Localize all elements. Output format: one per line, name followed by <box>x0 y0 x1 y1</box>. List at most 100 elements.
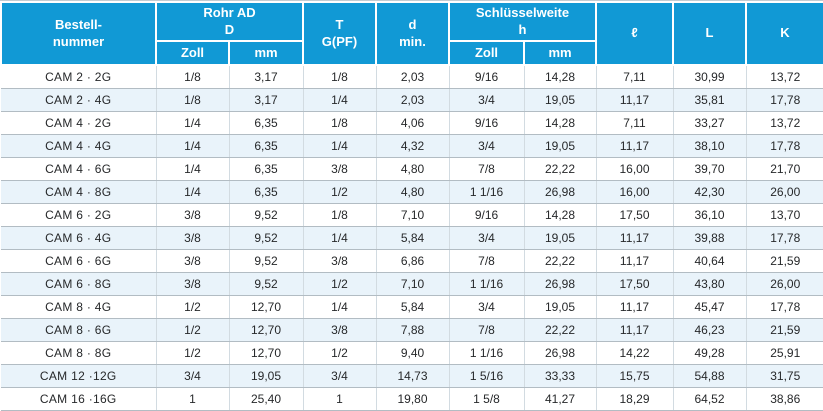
cell-t-gpf: 3/8 <box>303 249 377 273</box>
cell-t-gpf: 1/4 <box>303 226 377 250</box>
cell-schluesselweite-zoll: 1 5/8 <box>449 387 525 411</box>
cell-bestellnummer: CAM 6 · 8G <box>1 272 157 296</box>
cell-k: 17,78 <box>746 226 823 250</box>
cell-l-small: 17,50 <box>596 272 674 296</box>
cell-rohr-ad-mm: 12,70 <box>229 295 304 319</box>
cell-k: 26,00 <box>746 180 823 204</box>
cell-schluesselweite-zoll: 3/4 <box>449 226 525 250</box>
cell-l-big: 38,10 <box>673 134 747 158</box>
header-l-big: L <box>672 1 747 66</box>
cell-schluesselweite-mm: 22,22 <box>524 318 597 342</box>
cell-schluesselweite-mm: 14,28 <box>524 203 597 227</box>
cell-bestellnummer: CAM 4 · 4G <box>1 134 157 158</box>
cell-rohr-ad-zoll: 1/4 <box>156 134 230 158</box>
cell-rohr-ad-zoll: 1/8 <box>156 65 230 89</box>
cell-rohr-ad-zoll: 3/8 <box>156 226 230 250</box>
cell-rohr-ad-zoll: 1/2 <box>156 295 230 319</box>
cell-schluesselweite-mm: 19,05 <box>524 88 597 112</box>
table-row: CAM 8 · 4G 1/2 12,70 1/4 5,84 3/4 19,05 11,17 45… <box>1 295 823 319</box>
cell-schluesselweite-zoll: 3/4 <box>449 295 525 319</box>
cell-schluesselweite-zoll: 7/8 <box>449 249 525 273</box>
cell-d-min: 7,88 <box>376 318 450 342</box>
cell-t-gpf: 3/4 <box>303 364 377 388</box>
cell-rohr-ad-zoll: 3/8 <box>156 272 230 296</box>
cell-t-gpf: 1/8 <box>303 65 377 89</box>
cell-schluesselweite-zoll: 1 5/16 <box>449 364 525 388</box>
cell-t-gpf: 1/4 <box>303 134 377 158</box>
header-k: K <box>745 1 823 66</box>
cell-l-small: 18,29 <box>596 387 674 411</box>
cell-schluesselweite-mm: 22,22 <box>524 157 597 181</box>
cell-t-gpf: 1/2 <box>303 272 377 296</box>
cell-l-small: 11,17 <box>596 134 674 158</box>
cell-rohr-ad-zoll: 3/4 <box>156 364 230 388</box>
cell-l-small: 16,00 <box>596 157 674 181</box>
cell-k: 26,00 <box>746 272 823 296</box>
cell-rohr-ad-zoll: 1/2 <box>156 318 230 342</box>
cell-l-big: 64,52 <box>673 387 747 411</box>
cell-rohr-ad-mm: 19,05 <box>229 364 304 388</box>
cell-rohr-ad-mm: 9,52 <box>229 272 304 296</box>
table-row: CAM 12 ·12G 3/4 19,05 3/4 14,73 1 5/16 33,33 15… <box>1 364 823 388</box>
header-rohr-ad: Rohr AD D <box>155 1 304 42</box>
table-row: CAM 4 · 4G 1/4 6,35 1/4 4,32 3/4 19,05 11,17 38,… <box>1 134 823 158</box>
cell-d-min: 9,40 <box>376 341 450 365</box>
header-schluesselweite: Schlüsselweite h <box>448 1 597 42</box>
cell-schluesselweite-mm: 33,33 <box>524 364 597 388</box>
cell-l-big: 35,81 <box>673 88 747 112</box>
cell-schluesselweite-zoll: 9/16 <box>449 65 525 89</box>
cell-d-min: 7,10 <box>376 203 450 227</box>
cell-rohr-ad-mm: 6,35 <box>229 180 304 204</box>
cell-l-small: 11,17 <box>596 88 674 112</box>
cell-d-min: 2,03 <box>376 88 450 112</box>
table-row: CAM 6 · 8G 3/8 9,52 1/2 7,10 1 1/16 26,98 17,50… <box>1 272 823 296</box>
cell-l-big: 39,70 <box>673 157 747 181</box>
cell-rohr-ad-mm: 6,35 <box>229 111 304 135</box>
cell-bestellnummer: CAM 8 · 4G <box>1 295 157 319</box>
cell-t-gpf: 1/2 <box>303 341 377 365</box>
cell-t-gpf: 1/2 <box>303 180 377 204</box>
cell-l-small: 7,11 <box>596 65 674 89</box>
cell-d-min: 4,06 <box>376 111 450 135</box>
cell-bestellnummer: CAM 6 · 6G <box>1 249 157 273</box>
cell-l-small: 7,11 <box>596 111 674 135</box>
cell-l-big: 42,30 <box>673 180 747 204</box>
cell-k: 21,59 <box>746 318 823 342</box>
cell-schluesselweite-mm: 19,05 <box>524 295 597 319</box>
cell-schluesselweite-mm: 14,28 <box>524 65 597 89</box>
cell-schluesselweite-zoll: 3/4 <box>449 88 525 112</box>
cell-l-small: 14,22 <box>596 341 674 365</box>
cell-schluesselweite-zoll: 1 1/16 <box>449 341 525 365</box>
cell-rohr-ad-mm: 6,35 <box>229 157 304 181</box>
cell-k: 17,78 <box>746 295 823 319</box>
cell-d-min: 19,80 <box>376 387 450 411</box>
cell-k: 21,59 <box>746 249 823 273</box>
cell-k: 13,72 <box>746 65 823 89</box>
cell-d-min: 6,86 <box>376 249 450 273</box>
cell-d-min: 5,84 <box>376 226 450 250</box>
cell-rohr-ad-mm: 6,35 <box>229 134 304 158</box>
table-row: CAM 6 · 4G 3/8 9,52 1/4 5,84 3/4 19,05 11,17 39,… <box>1 226 823 250</box>
cell-k: 38,86 <box>746 387 823 411</box>
cell-schluesselweite-mm: 41,27 <box>524 387 597 411</box>
cell-rohr-ad-mm: 25,40 <box>229 387 304 411</box>
table-body: CAM 2 · 2G 1/8 3,17 1/8 2,03 9/16 14,28 7,11 30,… <box>1 65 823 411</box>
cell-schluesselweite-mm: 26,98 <box>524 272 597 296</box>
cell-l-small: 11,17 <box>596 249 674 273</box>
cell-rohr-ad-mm: 3,17 <box>229 65 304 89</box>
cell-t-gpf: 1 <box>303 387 377 411</box>
table-header: Bestell- nummer Rohr AD D T G(PF) d min.… <box>0 1 823 66</box>
cell-rohr-ad-zoll: 1/4 <box>156 157 230 181</box>
cell-l-big: 49,28 <box>673 341 747 365</box>
table-row: CAM 16 ·16G 1 25,40 1 19,80 1 5/8 41,27 18,29 64… <box>1 387 823 411</box>
cell-schluesselweite-mm: 19,05 <box>524 134 597 158</box>
cell-d-min: 2,03 <box>376 65 450 89</box>
cell-d-min: 4,80 <box>376 157 450 181</box>
cell-l-big: 43,80 <box>673 272 747 296</box>
header-rohr-ad-mm: mm <box>228 40 304 66</box>
header-t-gpf: T G(PF) <box>302 1 377 66</box>
cell-rohr-ad-zoll: 3/8 <box>156 203 230 227</box>
cell-rohr-ad-mm: 3,17 <box>229 88 304 112</box>
